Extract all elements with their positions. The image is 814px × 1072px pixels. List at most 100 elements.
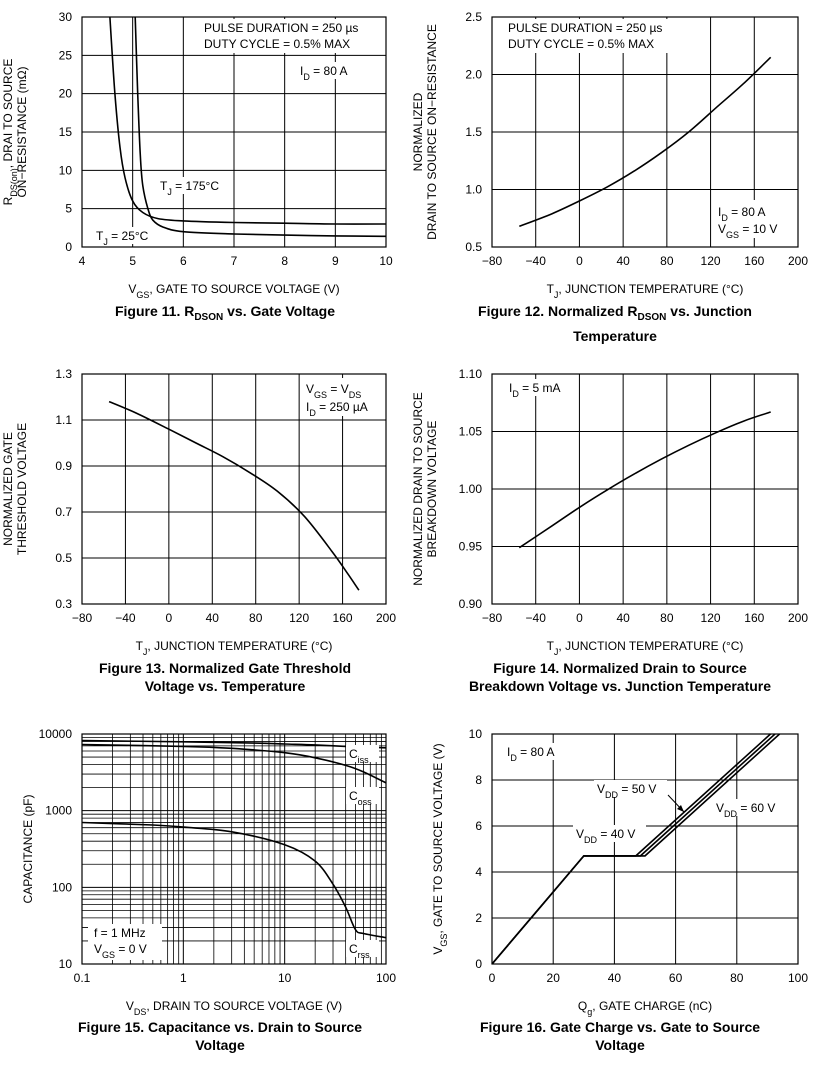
y-tick-label: 1.10 [459, 367, 483, 381]
y-tick-label: 2.5 [465, 10, 482, 24]
x-tick-label: 6 [180, 254, 187, 268]
x-tick-label: −80 [482, 254, 503, 268]
label-coss-bg [346, 787, 379, 804]
x-tick-label: 9 [332, 254, 339, 268]
x-tick-label: 160 [744, 611, 764, 625]
y-tick-label: 10 [469, 727, 483, 741]
leader-arrowhead [677, 805, 684, 812]
series-3-line [81, 821, 387, 939]
plot-frame [81, 733, 387, 965]
label-vdd-60-bg [713, 799, 786, 816]
figure-14: −80 −40 0 40 80 120 160 200 0.90 0.95 1.00 1.05 1.10… [411, 367, 808, 657]
y-tick-label: 1.3 [55, 367, 72, 381]
annotation-tj-175-bg [157, 177, 228, 194]
y-axis-label: CAPACITANCE (pF) [21, 795, 35, 904]
x-tick-label: 80 [660, 611, 674, 625]
y-axis-label-line-2: DRAIN TO SOURCE ON−RESISTANCE [425, 24, 439, 240]
series-1-line [108, 400, 360, 591]
annotation-bg [200, 19, 370, 53]
x-tick-label: 0 [489, 971, 496, 985]
x-tick-label: 1 [180, 971, 187, 985]
figure-12: −80 −40 0 40 80 120 160 200 0.5 1.0 1.5 2.0 2.5 TJ, J… [411, 10, 808, 300]
x-tick-label: −40 [526, 611, 547, 625]
y-tick-label: 5 [65, 202, 72, 216]
y-tick-label: 0.90 [459, 597, 483, 611]
y-tick-label: 10000 [39, 727, 73, 741]
x-tick-label: −80 [482, 611, 503, 625]
figure-11-caption: Figure 11. RDSON vs. Gate Voltage [114, 303, 336, 323]
y-axis-label: NORMALIZED [411, 92, 425, 171]
label-ciss-bg [346, 745, 379, 762]
figure-13-caption: Figure 13. Normalized Gate Threshold Volt… [98, 660, 352, 694]
y-tick-label: 1.00 [459, 482, 483, 496]
label-vdd-50-bg [594, 780, 667, 797]
figure-15: 0.1 1 10 100 10 100 1000 10000 VDS, DRAIN TO SOU… [21, 727, 396, 1017]
figure-12-caption: Figure 12. Normalized RDSON vs. Junction… [478, 303, 752, 344]
x-axis-label: TJ, JUNCTION TEMPERATURE (°C) [136, 639, 333, 657]
label-vdd-40: VDD = 40 V [576, 827, 635, 845]
y-tick-label: 15 [59, 125, 73, 139]
annotation-id-bg [504, 743, 565, 760]
figure-13: −80 −40 0 40 80 120 160 200 0.3 0.5 0.7 0.9 1.1 1.3 TJ… [1, 367, 396, 657]
series-2-line [134, 16, 387, 238]
x-tick-label: 100 [376, 971, 396, 985]
figure-11: 4 5 6 7 8 9 10 0 5 10 15 20 25 30 VGS, GATE TO SOURCE … [1, 10, 393, 300]
annotation-duty: DUTY CYCLE = 0.5% MAX [204, 37, 350, 51]
annotation-freq: f = 1 MHz [94, 926, 146, 940]
x-tick-label: 120 [701, 611, 721, 625]
plot-frame [81, 16, 387, 248]
y-axis-label-line-2: ON−RESISTANCE (mΩ) [15, 66, 29, 197]
series-1-line [519, 56, 772, 228]
annotation-bg [88, 924, 162, 960]
x-tick-label: 80 [249, 611, 263, 625]
y-tick-label: 10 [59, 957, 73, 971]
x-tick-label: 80 [730, 971, 744, 985]
x-tick-label: 80 [660, 254, 674, 268]
y-tick-label: 0 [475, 957, 482, 971]
label-ciss: Ciss [349, 747, 369, 765]
annotation-id-bg [297, 62, 356, 79]
x-tick-label: −40 [526, 254, 547, 268]
y-tick-label: 2.0 [465, 68, 482, 82]
y-tick-label: 0.5 [55, 551, 72, 565]
x-axis-label: VGS, GATE TO SOURCE VOLTAGE (V) [128, 282, 339, 300]
x-tick-label: 120 [701, 254, 721, 268]
annotation-tj-25: TJ = 25°C [96, 229, 149, 247]
figure-14-caption: Figure 14. Normalized Drain to Source Bre… [468, 660, 772, 694]
y-tick-label: 1.5 [465, 125, 482, 139]
y-tick-label: 10 [59, 163, 73, 177]
annotation-pulse: PULSE DURATION = 250 µs [204, 21, 358, 35]
x-axis-label: TJ, JUNCTION TEMPERATURE (°C) [547, 282, 744, 300]
label-coss: Coss [349, 789, 372, 807]
annotation-id: ID = 80 A [718, 205, 766, 223]
x-tick-label: 160 [744, 254, 764, 268]
y-tick-label: 0.5 [465, 240, 482, 254]
y-tick-label: 0.95 [459, 540, 483, 554]
x-tick-label: 0 [576, 254, 583, 268]
x-tick-label: 200 [788, 611, 808, 625]
annotation-id-bg [506, 379, 571, 396]
label-vdd-60: VDD = 60 V [716, 801, 775, 819]
x-axis-label: Qg, GATE CHARGE (nC) [578, 999, 712, 1017]
annotation-bg [504, 19, 676, 53]
annotation-bg [302, 378, 382, 416]
x-tick-label: 40 [206, 611, 220, 625]
y-tick-label: 20 [59, 87, 73, 101]
y-axis-label-line-2: THRESHOLD VOLTAGE [15, 423, 29, 555]
y-tick-label: 0.9 [55, 459, 72, 473]
y-axis-label: NORMALIZED DRAIN TO SOURCE [411, 392, 425, 586]
y-tick-label: 1.0 [465, 183, 482, 197]
y-axis-label: VGS, GATE TO SOURCE VOLTAGE (V) [431, 743, 449, 954]
plot-frame [491, 373, 799, 605]
x-tick-label: −80 [72, 611, 93, 625]
x-tick-label: 100 [788, 971, 808, 985]
x-tick-label: 200 [788, 254, 808, 268]
series-1-line [491, 733, 772, 965]
x-axis-label: TJ, JUNCTION TEMPERATURE (°C) [547, 639, 744, 657]
y-axis-label: NORMALIZED GATE [1, 432, 15, 546]
x-tick-label: 160 [333, 611, 353, 625]
annotation-id: ID = 80 A [507, 745, 555, 763]
y-axis-label: RDS(on), DRAI TO SOURCE [1, 59, 19, 206]
x-axis-label: VDS, DRAIN TO SOURCE VOLTAGE (V) [126, 999, 342, 1017]
